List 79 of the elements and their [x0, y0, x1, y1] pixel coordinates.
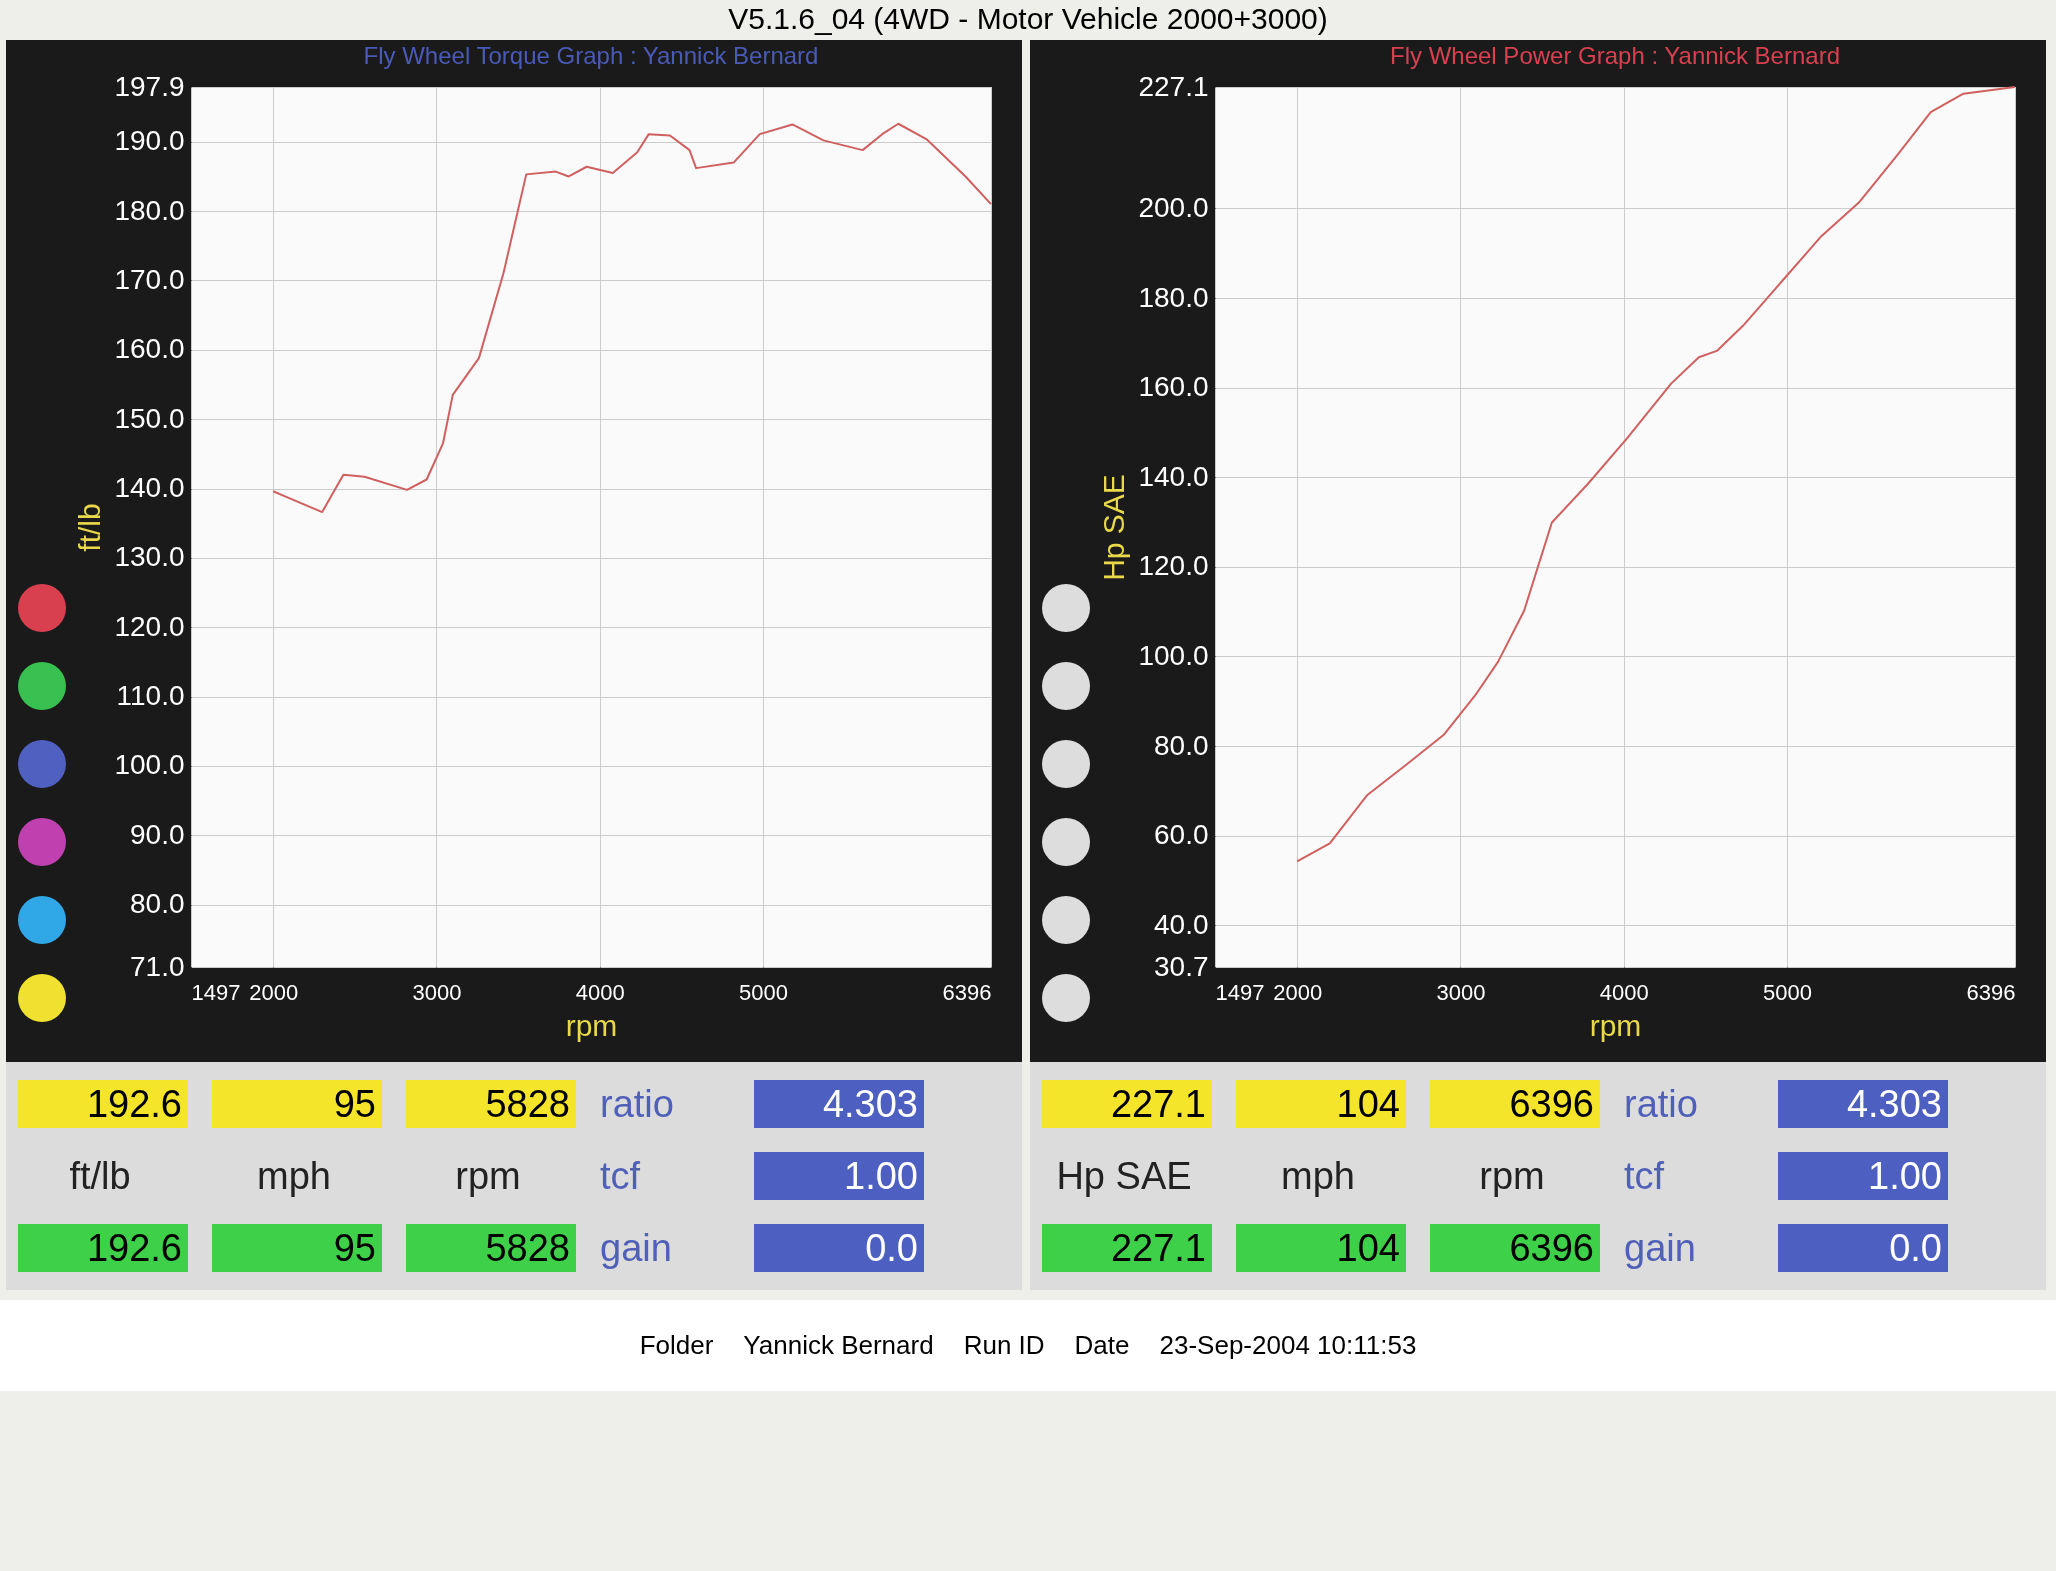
x-tick-label: 1497: [1215, 979, 1265, 1005]
text: mph: [256, 1154, 332, 1199]
y-tick-label: 160.0: [1138, 371, 1209, 403]
text: 5828: [406, 1080, 576, 1128]
text: V5.1.6_04 (4WD - Motor Vehicle 2000+3000): [727, 1, 1329, 37]
chart-title: Fly Wheel Power Graph : Yannick Bernard: [1390, 42, 1840, 69]
y-tick-label: 160.0: [114, 333, 185, 365]
text: 4.303: [1778, 1080, 1948, 1128]
text: 104: [1236, 1080, 1406, 1128]
x-tick-label: 2000: [1273, 979, 1323, 1005]
text: rpm: [454, 1154, 522, 1199]
y-tick-label: 180.0: [1138, 281, 1209, 313]
text: 0.0: [754, 1224, 924, 1272]
y-axis-title: ft/lb: [73, 503, 107, 552]
x-tick-label: 5000: [739, 979, 789, 1005]
x-tick-label: 4000: [1599, 979, 1649, 1005]
chart-title: Fly Wheel Torque Graph : Yannick Bernard: [363, 42, 819, 69]
y-tick-label: 150.0: [114, 402, 185, 434]
text: 0.0: [1778, 1224, 1948, 1272]
y-tick-label: 120.0: [114, 610, 185, 642]
y-tick-label: 90.0: [130, 818, 185, 850]
y-tick-label: 140.0: [1138, 460, 1209, 492]
x-tick-label: 3000: [412, 979, 462, 1005]
y-tick-label: 100.0: [114, 749, 185, 781]
y-tick-label: 100.0: [1138, 639, 1209, 671]
y-tick-label: 120.0: [1138, 550, 1209, 582]
text: Folder: [639, 1330, 714, 1361]
y-tick-label: 190.0: [114, 125, 185, 157]
line-series: [272, 122, 992, 514]
y-tick-label: 200.0: [1138, 191, 1209, 223]
text: 6396: [1430, 1224, 1600, 1272]
y-tick-label: 227.1: [1138, 70, 1209, 102]
text: tcf: [600, 1154, 642, 1199]
text: ratio: [600, 1082, 675, 1127]
x-tick-label: 6396: [1966, 979, 2016, 1005]
text: 104: [1236, 1224, 1406, 1272]
text: 1.00: [754, 1152, 924, 1200]
text: 6396: [1430, 1080, 1600, 1128]
text: 23-Sep-2004 10:11:53: [1159, 1330, 1417, 1361]
text: rpm: [1478, 1154, 1546, 1199]
x-axis-title: rpm: [1589, 1008, 1642, 1042]
y-tick-label: 40.0: [1154, 908, 1209, 940]
text: tcf: [1624, 1154, 1666, 1199]
text: 95: [212, 1080, 382, 1128]
x-tick-label: 1497: [191, 979, 241, 1005]
x-tick-label: 2000: [249, 979, 299, 1005]
y-axis-title: Hp SAE: [1097, 474, 1131, 581]
text: Date: [1074, 1330, 1130, 1361]
x-tick-label: 6396: [942, 979, 992, 1005]
text: 192.6: [18, 1080, 188, 1128]
y-tick-label: 71.0: [130, 950, 185, 982]
text: Hp SAE: [1055, 1154, 1193, 1199]
x-tick-label: 5000: [1763, 979, 1813, 1005]
x-tick-label: 4000: [575, 979, 625, 1005]
text: Run ID: [963, 1330, 1045, 1361]
y-tick-label: 140.0: [114, 472, 185, 504]
y-tick-label: 170.0: [114, 263, 185, 295]
y-tick-label: 180.0: [114, 194, 185, 226]
y-tick-label: 60.0: [1154, 819, 1209, 851]
x-axis-title: rpm: [565, 1008, 618, 1042]
text: mph: [1280, 1154, 1356, 1199]
line-series: [1296, 86, 2016, 863]
text: ratio: [1624, 1082, 1699, 1127]
text: 95: [212, 1224, 382, 1272]
text: 4.303: [754, 1080, 924, 1128]
y-tick-label: 30.7: [1154, 950, 1209, 982]
text: gain: [600, 1226, 673, 1271]
text: 192.6: [18, 1224, 188, 1272]
y-tick-label: 80.0: [1154, 729, 1209, 761]
text: 5828: [406, 1224, 576, 1272]
y-tick-label: 130.0: [114, 541, 185, 573]
text: 1.00: [1778, 1152, 1948, 1200]
y-tick-label: 80.0: [130, 888, 185, 920]
text: gain: [1624, 1226, 1697, 1271]
y-tick-label: 197.9: [114, 70, 185, 102]
x-tick-label: 3000: [1436, 979, 1486, 1005]
y-tick-label: 110.0: [116, 680, 185, 712]
text: ft/lb: [68, 1154, 132, 1199]
text: Yannick Bernard: [743, 1330, 934, 1361]
